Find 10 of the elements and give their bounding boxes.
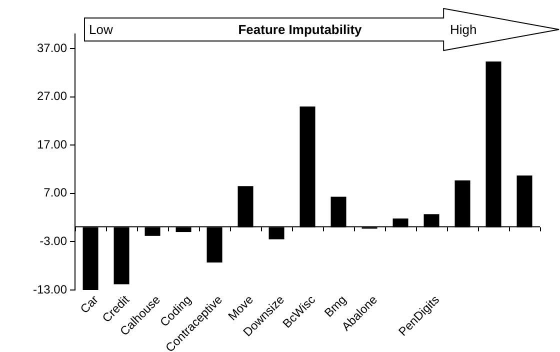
y-tick-label: -3.00	[40, 234, 68, 248]
annotation: High	[450, 22, 477, 37]
y-tick-label: 27.00	[36, 89, 68, 104]
y-tick-label: 7.00	[44, 186, 68, 200]
chart-title: Feature Imputability	[237, 22, 363, 37]
x-tick-label: Car	[77, 292, 101, 316]
y-tick-label: 37.00	[36, 40, 68, 55]
y-tick-label: -13.00	[32, 282, 68, 296]
annotation: Low	[89, 22, 113, 37]
y-tick-label: 17.00	[36, 137, 68, 152]
